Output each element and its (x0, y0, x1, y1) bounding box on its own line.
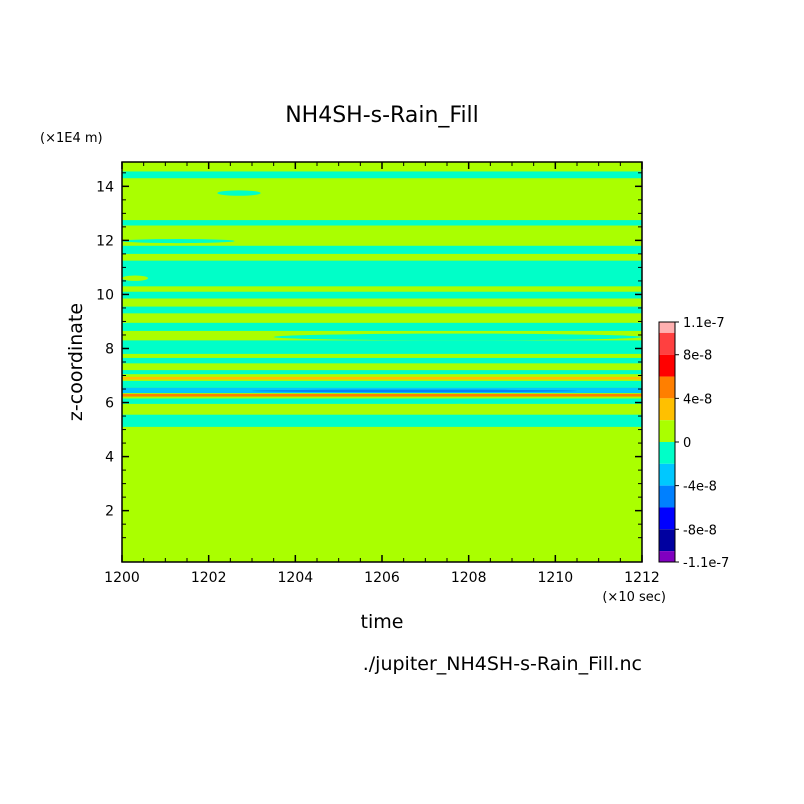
contour-band-5 (122, 306, 642, 314)
colorbar-swatch (659, 376, 675, 399)
colorbar-label: 1.1e-7 (683, 316, 725, 331)
contour-patch-0 (217, 190, 261, 196)
x-tick-label: 1210 (538, 570, 574, 586)
colorbar-swatch (659, 507, 675, 530)
y-tick-label: 12 (96, 233, 114, 249)
colorbar-swatch (659, 332, 675, 355)
colorbar-swatch (659, 463, 675, 486)
contour-band-9 (122, 370, 642, 375)
colorbar-swatch (659, 529, 675, 552)
y-units-label: (×1E4 m) (40, 131, 103, 146)
contour-band-14 (122, 398, 642, 404)
contour-patch-5 (447, 403, 473, 407)
y-tick-label: 2 (105, 504, 114, 520)
contour-patch-4 (252, 389, 577, 393)
x-tick-label: 1212 (624, 570, 660, 586)
colorbar-swatch (659, 420, 675, 442)
x-tick-label: 1204 (278, 570, 314, 586)
y-tick-label: 10 (96, 287, 114, 303)
x-units-label: (×10 sec) (602, 590, 666, 605)
contour-band-10 (122, 376, 642, 380)
colorbar-swatch (659, 551, 675, 562)
contour-band-0 (122, 171, 642, 179)
colorbar-swatch (659, 354, 675, 377)
y-axis: 2 4 6 8 10 12 14 (96, 172, 642, 539)
colorbar-label: 0 (683, 436, 691, 451)
x-axis: 1200 1202 1204 1206 1208 1210 1212 (104, 162, 660, 586)
colorbar-swatch (659, 398, 675, 421)
x-axis-label: time (361, 611, 404, 633)
contour-band-4 (122, 291, 642, 299)
contour-band-7 (122, 340, 642, 354)
colorbar-label: -4e-8 (683, 480, 717, 495)
source-footnote: ./jupiter_NH4SH-s-Rain_Fill.nc (363, 653, 642, 675)
contour-band-2 (122, 245, 642, 254)
contour-band-13 (122, 393, 642, 397)
colorbar: 1.1e-7 8e-8 4e-8 0 -4e-8 -8e-8 -1.1e-7 (658, 316, 729, 571)
y-tick-label: 14 (96, 179, 114, 195)
colorbar-swatch (659, 485, 675, 508)
contour-patch-3 (273, 333, 642, 341)
contour-patch-2 (122, 275, 148, 281)
colorbar-swatch (659, 322, 675, 333)
colorbar-label: -1.1e-7 (683, 556, 729, 571)
contour-patch-1 (122, 239, 235, 244)
plot-area (122, 162, 642, 562)
colorbar-label: -8e-8 (683, 523, 717, 538)
x-tick-label: 1206 (364, 570, 400, 586)
x-tick-label: 1202 (191, 570, 227, 586)
y-tick-label: 6 (105, 396, 114, 412)
contour-band-6 (122, 322, 642, 331)
contour-band-8 (122, 357, 642, 364)
colorbar-label: 4e-8 (683, 392, 712, 407)
contour-band-3 (122, 260, 642, 287)
y-axis-label: z-coordinate (65, 303, 87, 421)
x-tick-label: 1208 (451, 570, 487, 586)
x-tick-label: 1200 (104, 570, 140, 586)
y-tick-label: 4 (105, 450, 114, 466)
contour-band-11 (122, 380, 642, 388)
y-tick-label: 8 (105, 341, 114, 357)
colorbar-label: 8e-8 (683, 349, 712, 364)
chart-title: NH4SH-s-Rain_Fill (285, 103, 479, 128)
contour-band-1 (122, 220, 642, 226)
colorbar-swatch (659, 442, 675, 464)
contour-band-15 (122, 414, 642, 427)
